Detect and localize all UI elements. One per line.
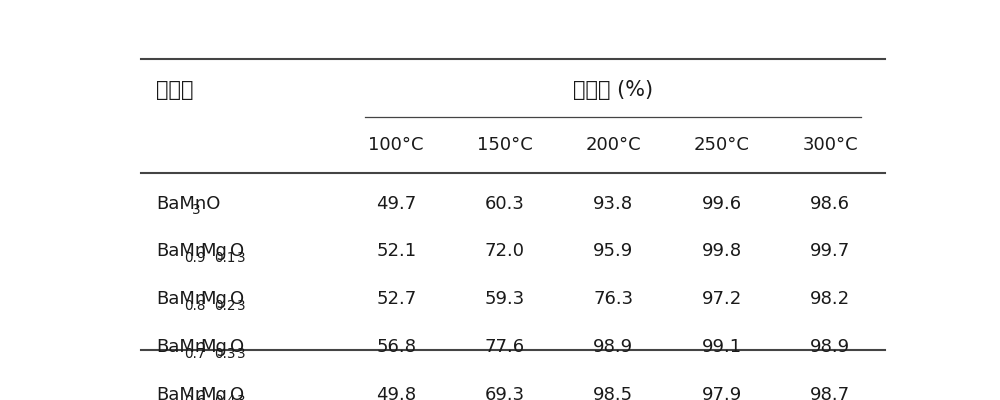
Text: 99.6: 99.6	[702, 194, 742, 212]
Text: 93.8: 93.8	[593, 194, 633, 212]
Text: BaMnO: BaMnO	[156, 194, 220, 212]
Text: 56.8: 56.8	[376, 338, 416, 356]
Text: 98.9: 98.9	[593, 338, 633, 356]
Text: 0.8: 0.8	[185, 299, 206, 313]
Text: 3: 3	[237, 346, 246, 360]
Text: BaMn: BaMn	[156, 386, 206, 400]
Text: 59.3: 59.3	[485, 290, 525, 308]
Text: 转化率 (%): 转化率 (%)	[573, 80, 653, 100]
Text: 49.8: 49.8	[376, 386, 416, 400]
Text: 3: 3	[237, 299, 246, 313]
Text: BaMn: BaMn	[156, 242, 206, 260]
Text: Mg: Mg	[200, 338, 227, 356]
Text: 98.2: 98.2	[810, 290, 850, 308]
Text: Mg: Mg	[200, 242, 227, 260]
Text: O: O	[230, 338, 244, 356]
Text: O: O	[230, 290, 244, 308]
Text: 0.2: 0.2	[214, 299, 236, 313]
Text: 99.1: 99.1	[702, 338, 742, 356]
Text: 250°C: 250°C	[694, 136, 750, 154]
Text: 98.9: 98.9	[810, 338, 850, 356]
Text: 95.9: 95.9	[593, 242, 633, 260]
Text: 0.9: 0.9	[185, 251, 206, 265]
Text: 76.3: 76.3	[593, 290, 633, 308]
Text: Mg: Mg	[200, 386, 227, 400]
Text: 100°C: 100°C	[368, 136, 424, 154]
Text: 0.6: 0.6	[185, 394, 206, 400]
Text: 97.9: 97.9	[702, 386, 742, 400]
Text: O: O	[230, 386, 244, 400]
Text: 3: 3	[237, 394, 246, 400]
Text: 69.3: 69.3	[485, 386, 525, 400]
Text: 催化剂: 催化剂	[156, 80, 194, 100]
Text: 98.6: 98.6	[810, 194, 850, 212]
Text: O: O	[230, 242, 244, 260]
Text: 97.2: 97.2	[702, 290, 742, 308]
Text: 52.7: 52.7	[376, 290, 416, 308]
Text: BaMn: BaMn	[156, 290, 206, 308]
Text: 3: 3	[192, 203, 200, 217]
Text: 72.0: 72.0	[485, 242, 525, 260]
Text: 0.4: 0.4	[214, 394, 236, 400]
Text: 300°C: 300°C	[802, 136, 858, 154]
Text: Mg: Mg	[200, 290, 227, 308]
Text: 200°C: 200°C	[585, 136, 641, 154]
Text: 99.8: 99.8	[702, 242, 742, 260]
Text: 52.1: 52.1	[376, 242, 416, 260]
Text: 0.1: 0.1	[214, 251, 236, 265]
Text: 0.7: 0.7	[185, 346, 206, 360]
Text: 150°C: 150°C	[477, 136, 533, 154]
Text: 49.7: 49.7	[376, 194, 416, 212]
Text: 77.6: 77.6	[485, 338, 525, 356]
Text: 99.7: 99.7	[810, 242, 850, 260]
Text: 60.3: 60.3	[485, 194, 525, 212]
Text: 98.5: 98.5	[593, 386, 633, 400]
Text: 98.7: 98.7	[810, 386, 850, 400]
Text: 0.3: 0.3	[214, 346, 236, 360]
Text: 3: 3	[237, 251, 246, 265]
Text: BaMn: BaMn	[156, 338, 206, 356]
